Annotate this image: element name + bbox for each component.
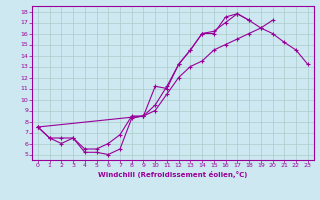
X-axis label: Windchill (Refroidissement éolien,°C): Windchill (Refroidissement éolien,°C) <box>98 171 247 178</box>
